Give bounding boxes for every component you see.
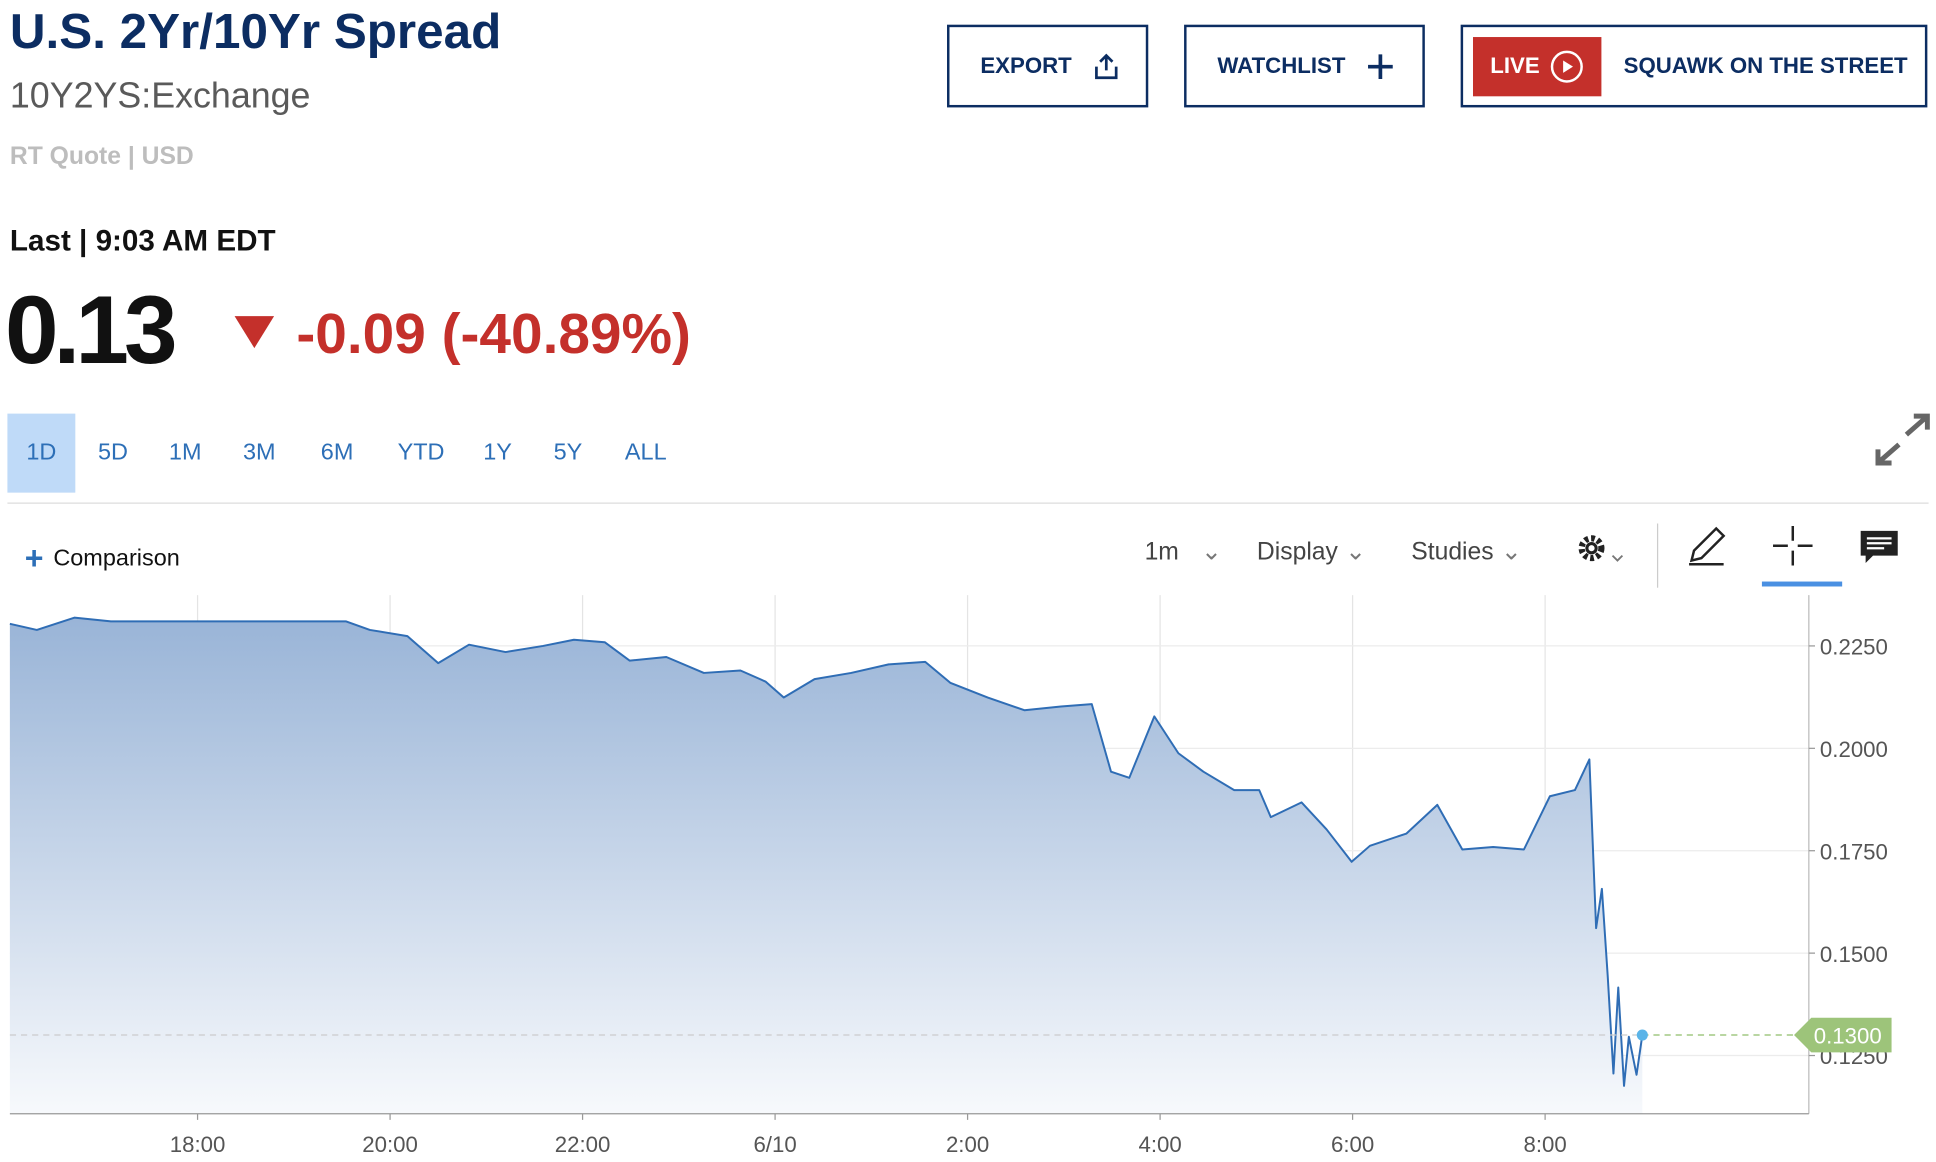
x-tick-label: 18:00 xyxy=(170,1132,226,1157)
range-tab[interactable]: ALL xyxy=(624,439,667,466)
area xyxy=(9,617,1643,1114)
interval-select[interactable]: 1m ⌄ xyxy=(1144,538,1222,566)
divider xyxy=(7,502,1929,504)
last-price-label: 0.1300 xyxy=(1814,1024,1882,1049)
x-tick-label: 20:00 xyxy=(362,1132,418,1157)
crosshair-icon[interactable] xyxy=(1771,524,1815,568)
title: U.S. 2Yr/10Yr Spread xyxy=(9,4,502,60)
x-tick-label: 2:00 xyxy=(946,1132,989,1157)
show-label: SQUAWK ON THE STREET xyxy=(1623,53,1908,78)
quote-info: RT Quote | USD xyxy=(9,143,194,171)
display-label: Display xyxy=(1256,538,1338,566)
studies-select[interactable]: Studies ⌄ xyxy=(1411,538,1522,566)
plus-icon xyxy=(1367,53,1393,79)
price: 0.13 xyxy=(4,275,178,384)
active-tool-underline xyxy=(1761,581,1843,587)
expand-icon[interactable] xyxy=(1874,412,1931,466)
x-tick-label: 8:00 xyxy=(1523,1132,1566,1157)
y-tick-label: 0.2000 xyxy=(1820,737,1888,762)
range-tab[interactable]: 1Y xyxy=(483,439,512,466)
export-button[interactable]: EXPORT xyxy=(947,24,1149,108)
comparison-label: Comparison xyxy=(53,545,180,572)
change: -0.09 (-40.89%) xyxy=(296,301,691,366)
last-price-tag xyxy=(1794,1017,1892,1053)
studies-label: Studies xyxy=(1411,538,1494,566)
y-tick-label: 0.1500 xyxy=(1820,942,1888,967)
range-tab[interactable]: 5Y xyxy=(553,439,583,466)
comparison-button[interactable]: + Comparison xyxy=(24,539,180,577)
range-tab[interactable]: YTD xyxy=(397,439,445,466)
y-tick-label: 0.2250 xyxy=(1820,635,1888,660)
range-tab[interactable]: 1M xyxy=(168,439,202,466)
range-tab[interactable]: 5D xyxy=(97,439,128,466)
x-tick-label: 6:00 xyxy=(1331,1132,1374,1157)
down-arrow xyxy=(234,316,275,349)
comment-icon[interactable] xyxy=(1858,528,1900,565)
range-tab[interactable]: 6M xyxy=(320,439,354,466)
live-badge: LIVE xyxy=(1472,36,1602,96)
x-tick-label: 6/10 xyxy=(753,1132,796,1157)
button-label: EXPORT xyxy=(980,53,1072,78)
interval-label: 1m xyxy=(1144,538,1179,566)
button-label: WATCHLIST xyxy=(1217,53,1346,78)
range-tab[interactable]: 1D xyxy=(26,439,57,466)
watchlist-button[interactable]: WATCHLIST xyxy=(1184,24,1425,108)
x-tick-label: 22:00 xyxy=(555,1132,611,1157)
export-icon xyxy=(1095,53,1118,79)
symbol: 10Y2YS:Exchange xyxy=(9,76,311,117)
live-button[interactable]: LIVE SQUAWK ON THE STREET xyxy=(1460,24,1928,108)
range-tab[interactable]: 3M xyxy=(242,439,276,466)
last-point xyxy=(1636,1029,1648,1041)
play-icon xyxy=(1550,50,1583,83)
x-tick-label: 4:00 xyxy=(1138,1132,1181,1157)
toolbar-separator xyxy=(1656,523,1659,588)
display-select[interactable]: Display ⌄ xyxy=(1256,538,1367,566)
draw-icon[interactable] xyxy=(1684,524,1728,568)
settings-icon[interactable] xyxy=(1575,531,1634,568)
line xyxy=(9,616,1644,1087)
live-label: LIVE xyxy=(1490,53,1540,78)
y-tick-label: 0.1750 xyxy=(1820,839,1888,864)
tab-selected-bg xyxy=(7,413,76,493)
last-time: Last | 9:03 AM EDT xyxy=(9,224,276,259)
